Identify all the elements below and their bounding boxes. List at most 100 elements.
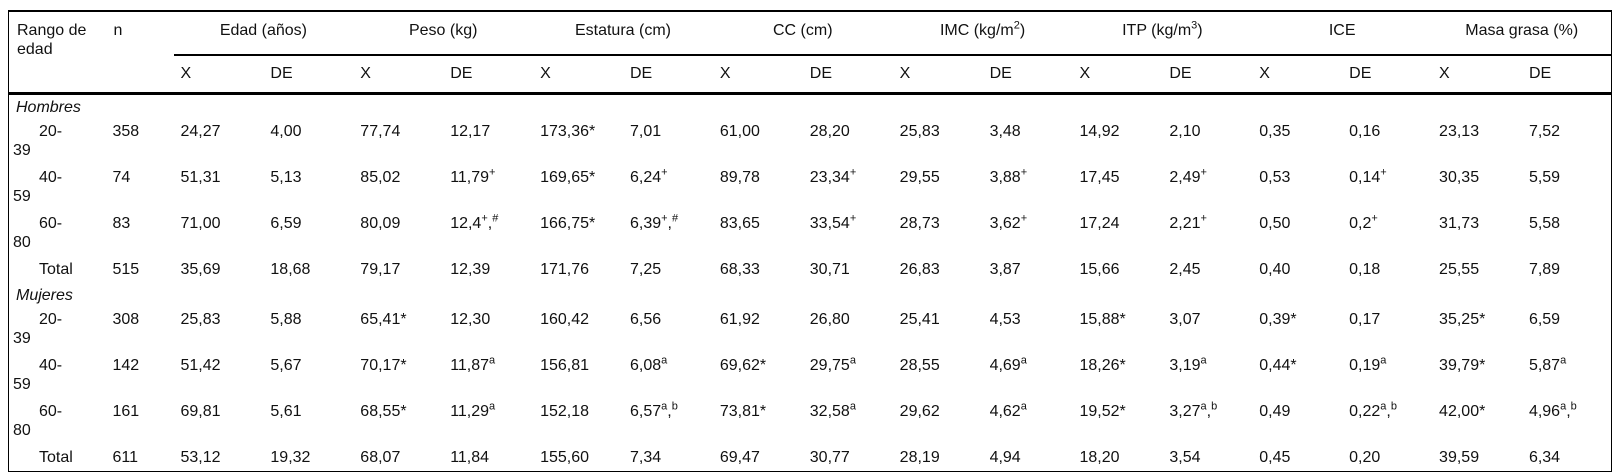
cell-age-range: Total [9, 256, 106, 283]
age-range-line2: 80 [13, 422, 31, 439]
age-range-line1: Total [39, 261, 73, 278]
cell-value: 173,36* [540, 123, 596, 140]
cell-value: 17,45 [1079, 169, 1120, 186]
cell-n: 358 [112, 123, 140, 140]
cell-value: 6,57a,b [629, 400, 678, 420]
cell-age-range: 40- 59 [9, 164, 106, 210]
cell-value: 166,75* [540, 215, 596, 232]
cell-value: 69,81 [180, 403, 221, 420]
cell-value: 0,19a [1349, 354, 1387, 374]
cell-value: 61,00 [719, 123, 760, 140]
cell-value: 11,84 [450, 449, 490, 466]
subheader-sd: DE [622, 55, 713, 95]
cell-value: 160,42 [540, 311, 590, 328]
cell-value: 0,45 [1259, 449, 1291, 466]
column-group-header: Peso (kg) [353, 11, 534, 56]
cell-value: 7,89 [1528, 261, 1561, 278]
cell-value: 0,14+ [1349, 166, 1387, 186]
subheader-mean: X [892, 55, 983, 95]
cell-value: 73,81* [719, 403, 767, 420]
cell-value: 25,55 [1439, 261, 1480, 278]
cell-value: 11,29a [450, 400, 496, 420]
section-row: Mujeres [9, 283, 1612, 306]
cell-value: 0,53 [1259, 169, 1291, 186]
cell-value: 0,22a,b [1349, 400, 1397, 420]
table-row: Total 611 53,12 19,32 68,07 11,84 155,60 7,34 69… [9, 444, 1612, 472]
cell-value: 71,00 [180, 215, 221, 232]
cell-value: 5,61 [270, 403, 302, 420]
cell-value: 68,07 [360, 449, 401, 466]
cell-value: 0,50 [1259, 215, 1291, 232]
table-row: 40- 59 142 51,42 5,67 70,17* 11,87a 156,81 6,08a… [9, 352, 1612, 398]
cell-value: 15,66 [1079, 261, 1120, 278]
age-range-line1: 40- [39, 357, 63, 374]
cell-value: 2,21+ [1169, 212, 1207, 232]
subheader-sd: DE [1162, 55, 1253, 95]
cell-n: 161 [112, 403, 140, 420]
cell-value: 61,92 [719, 311, 760, 328]
cell-value: 29,75a [809, 354, 856, 374]
cell-value: 0,35 [1259, 123, 1291, 140]
cell-value: 29,62 [899, 403, 940, 420]
table-row: 20- 39 308 25,83 5,88 65,41* 12,30 160,42 6,56 61… [9, 306, 1612, 352]
subheader-sd: DE [1342, 55, 1433, 95]
age-range-line1: 20- [39, 123, 63, 140]
cell-value: 30,35 [1439, 169, 1480, 186]
column-group-header: CC (cm) [712, 11, 893, 56]
header-n: n [105, 11, 174, 95]
cell-age-range: 40- 59 [9, 352, 106, 398]
cell-n: 308 [112, 311, 140, 328]
table-row: 60- 80 161 69,81 5,61 68,55* 11,29a 152,18 6,57a… [9, 398, 1612, 444]
cell-value: 69,47 [719, 449, 760, 466]
cell-value: 15,88* [1079, 311, 1126, 328]
cell-value: 33,54+ [809, 212, 857, 232]
subheader-sd: DE [802, 55, 893, 95]
cell-value: 68,33 [719, 261, 760, 278]
cell-value: 26,80 [809, 311, 850, 328]
cell-value: 4,53 [989, 311, 1021, 328]
cell-value: 7,52 [1528, 123, 1561, 140]
cell-value: 11,79+ [450, 166, 496, 186]
cell-value: 3,62+ [989, 212, 1028, 232]
cell-value: 3,54 [1169, 449, 1201, 466]
cell-value: 0,17 [1349, 311, 1381, 328]
cell-value: 28,19 [899, 449, 940, 466]
cell-value: 5,67 [270, 357, 302, 374]
cell-value: 12,17 [450, 123, 491, 140]
cell-value: 0,39* [1259, 311, 1297, 328]
cell-value: 0,44* [1259, 357, 1297, 374]
column-group-header: Estatura (cm) [533, 11, 713, 56]
table-row: 60- 80 83 71,00 6,59 80,09 12,4+,# 166,75* 6,39+… [9, 210, 1612, 256]
anthropometric-stats-table: Rango de edad n Edad (años) Peso (kg) Estatu… [8, 10, 1613, 472]
cell-value: 70,17* [360, 357, 407, 374]
cell-value: 4,00 [270, 123, 302, 140]
cell-value: 35,69 [180, 261, 221, 278]
cell-value: 2,45 [1169, 261, 1201, 278]
subheader-mean: X [1252, 55, 1343, 95]
cell-value: 77,74 [360, 123, 401, 140]
subheader-mean: X [1432, 55, 1522, 95]
cell-value: 4,69a [989, 354, 1027, 374]
cell-value: 12,39 [450, 261, 491, 278]
subheader-mean: X [712, 55, 803, 95]
subheader-sd: DE [443, 55, 534, 95]
cell-value: 0,20 [1349, 449, 1381, 466]
cell-value: 28,73 [899, 215, 940, 232]
cell-value: 25,41 [899, 311, 940, 328]
cell-age-range: 60- 80 [9, 398, 106, 444]
cell-value: 171,76 [540, 261, 590, 278]
cell-value: 23,34+ [809, 166, 857, 186]
cell-value: 7,01 [629, 123, 662, 140]
subheader-mean: X [533, 55, 623, 95]
cell-value: 2,10 [1169, 123, 1201, 140]
cell-value: 3,87 [989, 261, 1021, 278]
cell-n: 83 [112, 215, 131, 232]
age-range-line1: 20- [39, 311, 63, 328]
cell-value: 0,2+ [1349, 212, 1378, 232]
header-sub-row: X DE X DE X DE X DE X DE X DE X DE X DE [9, 55, 1612, 95]
cell-value: 156,81 [540, 357, 590, 374]
cell-value: 18,26* [1079, 357, 1126, 374]
subheader-mean: X [173, 55, 264, 95]
cell-value: 6,59 [270, 215, 302, 232]
cell-value: 2,49+ [1169, 166, 1207, 186]
